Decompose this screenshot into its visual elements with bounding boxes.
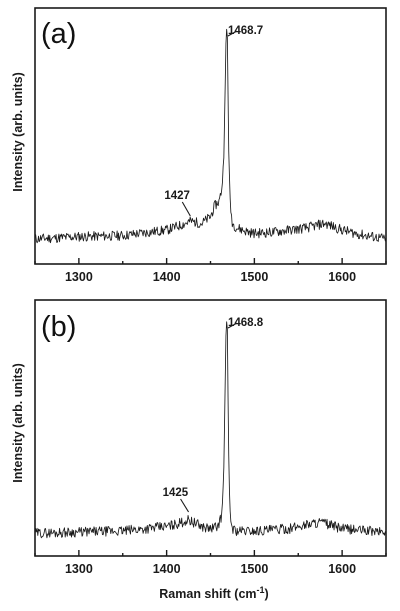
- annotation-leader: [180, 498, 190, 513]
- x-tick-label: 1300: [65, 270, 93, 284]
- peak-label: 1425: [163, 487, 189, 499]
- peak-annotations-b: 1468.8 1425: [163, 317, 264, 513]
- x-tick-labels-a: 1300 1400 1500 1600: [65, 270, 356, 284]
- peak-label: 1468.7: [228, 25, 263, 37]
- x-tick-label: 1300: [65, 562, 93, 576]
- peak-label: 1468.8: [228, 317, 264, 329]
- x-tick-label: 1600: [328, 270, 356, 284]
- x-ticks-a: [34, 258, 387, 264]
- y-axis-title-a: Intensity (arb. units): [11, 72, 25, 191]
- x-tick-labels-b: 1300 1400 1500 1600: [65, 562, 356, 576]
- x-tick-label: 1500: [240, 562, 268, 576]
- spectrum-line-a: [34, 28, 387, 244]
- x-tick-label: 1600: [328, 562, 356, 576]
- chart-panel-a: (a) Intensity (arb. units) 1300 1400 1500 1…: [11, 7, 387, 284]
- x-tick-label: 1400: [153, 270, 181, 284]
- annotation-leader: [227, 322, 238, 329]
- plot-frame-b: [34, 299, 387, 557]
- peak-annotations-a: 1468.7 1427: [164, 25, 263, 217]
- peak-label: 1427: [164, 190, 190, 202]
- spectrum-line-b: [34, 321, 387, 539]
- annotation-leader: [227, 30, 238, 37]
- annotation-leader: [181, 201, 191, 217]
- x-tick-label: 1400: [153, 562, 181, 576]
- panel-label-a: (a): [41, 18, 76, 50]
- chart-panel-b: (b) Intensity (arb. units) 1300 1400 1500 1…: [11, 299, 387, 576]
- x-axis-title: Raman shift (cm-1): [159, 585, 268, 601]
- x-ticks-b: [34, 550, 387, 556]
- panel-label-b: (b): [41, 311, 76, 343]
- y-axis-title-b: Intensity (arb. units): [11, 363, 25, 482]
- x-tick-label: 1500: [240, 270, 268, 284]
